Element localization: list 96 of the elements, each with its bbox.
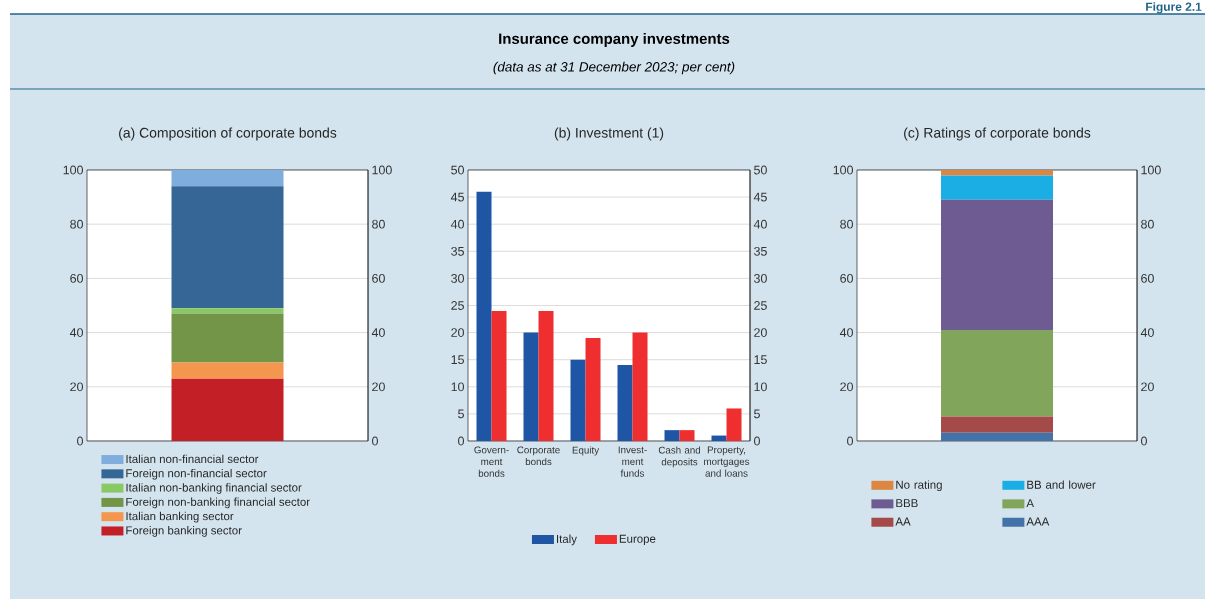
legend-label: A [1026,499,1034,508]
y2-tick-label: 15 [754,355,767,365]
y2-tick-label: 0 [1141,436,1147,446]
y-tick-label: 0 [77,436,83,446]
bar [711,435,727,441]
y2-tick-label: 20 [372,382,385,392]
chart-title: (c) Ratings of corporate bonds [904,127,1091,141]
y2-tick-label: 100 [372,165,392,175]
bar [941,175,1054,200]
text: Insurance company investments [499,33,730,47]
legend-label: Foreign non-financial sector [126,468,267,480]
chart-title: (a) Composition of corporate bonds [119,127,337,141]
x-tick-label: Cash and deposits [658,446,701,468]
y2-tick-label: 0 [754,436,760,446]
y-tick-label: 20 [840,382,853,392]
x-tick-label: Govern-ment bonds [474,446,509,477]
y2-tick-label: 100 [1141,165,1161,175]
legend-label: Europe [619,534,656,546]
bar [476,191,492,441]
bar [171,308,284,314]
legend-label: No rating [896,480,942,492]
legend-label: Italian non-financial sector [126,454,259,464]
y2-tick-label: 40 [1140,328,1154,337]
bar [585,338,601,441]
y-tick-label: 15 [451,355,464,365]
y2-tick-label: 40 [371,328,385,337]
y-tick-label: 100 [833,165,853,175]
y-tick-label: 50 [451,165,464,175]
y2-tick-label: 10 [754,382,767,392]
y2-tick-label: 30 [754,273,767,283]
bar [941,432,1054,441]
legend-label: AA [895,517,911,526]
legend-label: Foreign banking sector [126,526,242,537]
y-tick-label: 40 [839,328,853,337]
y2-tick-label: 60 [1141,273,1154,283]
bar [941,199,1054,330]
x-tick-label: Invest-ment funds [618,446,647,477]
bar [171,378,284,441]
y-tick-label: 100 [63,165,83,175]
y-tick-label: 30 [451,273,464,283]
legend-label: Foreign non-banking financial sector [126,497,310,509]
y-tick-label: 0 [458,436,464,446]
y-tick-label: 20 [451,328,464,337]
y2-tick-label: 20 [1141,382,1154,392]
legend-label: Italian banking sector [126,511,234,523]
bar [664,430,680,441]
y2-tick-label: 50 [754,165,767,175]
y-tick-label: 0 [847,436,854,446]
y-tick-label: 45 [450,192,464,202]
y-tick-label: 80 [840,219,853,229]
text: (data as at 31 December 2023; per cent) [493,61,735,75]
bar [171,169,284,187]
y2-tick-label: 80 [1141,219,1154,229]
bar [941,416,1054,433]
y2-tick-label: 25 [754,301,767,310]
legend-label: Italy [557,534,577,546]
legend-label: BBB [896,499,918,508]
bar [491,310,507,441]
bar [171,313,284,363]
caption: Figure 2.1 [1146,2,1202,14]
legend-label: Italian non-banking financial sector [126,483,302,494]
y2-tick-label: 45 [753,192,767,202]
y-tick-label: 35 [451,246,464,256]
y2-tick-label: 35 [754,246,767,256]
legend-label: AAA [1026,517,1050,526]
y2-tick-label: 0 [372,436,378,446]
y-tick-label: 20 [70,382,83,392]
bar [941,329,1054,417]
y-tick-label: 25 [451,301,464,310]
y-tick-label: 5 [458,409,464,419]
bar [617,365,633,441]
y-tick-label: 60 [70,273,83,283]
y2-tick-label: 20 [754,328,767,337]
y2-tick-label: 5 [754,409,760,419]
y-tick-label: 80 [70,219,83,229]
bar [523,332,539,441]
y-tick-label: 40 [69,328,83,337]
bar [538,310,554,441]
bar [570,359,586,441]
legend-label: BB and lower [1027,480,1096,489]
x-tick-label: Property, mortgages and loans [704,446,750,477]
y2-tick-label: 60 [372,273,385,283]
bar [171,186,284,309]
y-tick-label: 40 [450,219,464,229]
x-tick-label: Equity [572,446,600,456]
bar [632,332,648,441]
y2-tick-label: 80 [372,219,385,229]
bar [171,362,284,379]
bar [726,408,742,441]
bar [941,169,1054,176]
y-tick-label: 60 [840,273,853,283]
chart-title: (b) Investment (1) [554,127,664,141]
y2-tick-label: 40 [753,219,767,229]
x-tick-label: Corporate bonds [517,446,560,466]
y-tick-label: 10 [451,382,464,392]
bar [679,430,695,441]
